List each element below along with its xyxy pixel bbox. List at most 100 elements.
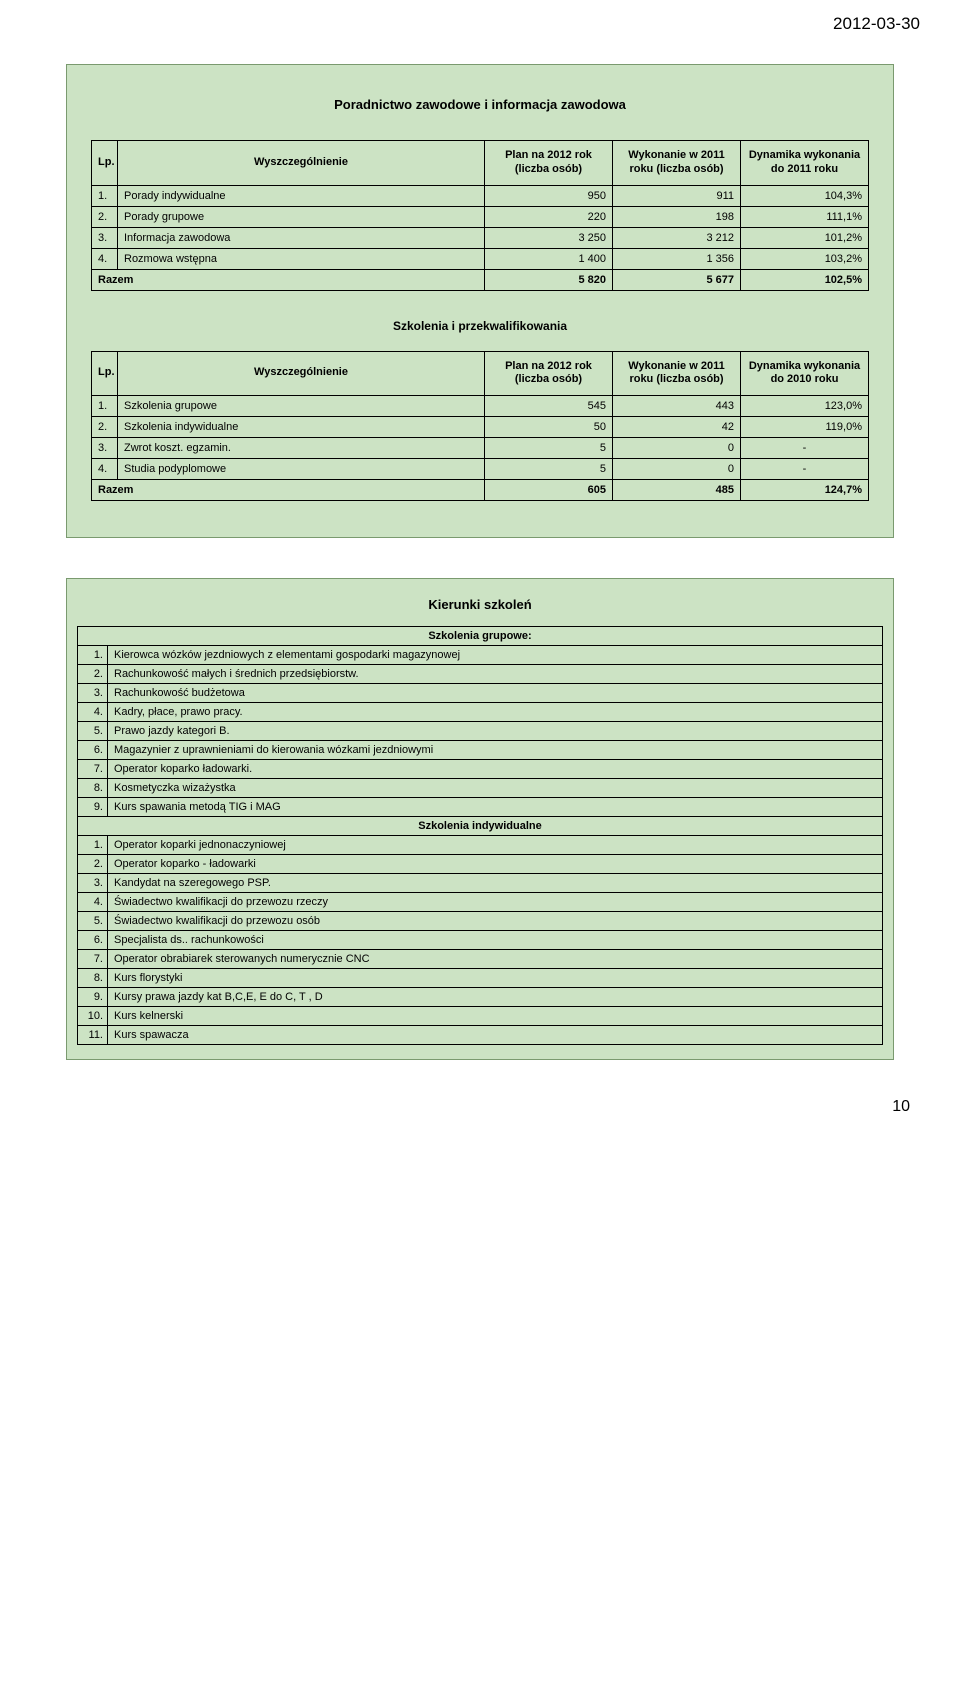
- list-item: 2.Operator koparko - ładowarki: [78, 855, 883, 874]
- th-exec: Wykonanie w 2011 roku (liczba osób): [613, 351, 741, 396]
- list-item: 8.Kurs florystyki: [78, 969, 883, 988]
- cell-name: Rozmowa wstępna: [118, 248, 485, 269]
- table-header-row: Lp. Wyszczególnienie Plan na 2012 rok (l…: [92, 141, 869, 186]
- table-header-row: Lp. Wyszczególnienie Plan na 2012 rok (l…: [92, 351, 869, 396]
- cell-exec: 911: [613, 185, 741, 206]
- list-item: 4.Kadry, płace, prawo pracy.: [78, 703, 883, 722]
- cell-plan: 5: [485, 438, 613, 459]
- list-lp: 5.: [78, 722, 108, 741]
- cell-name: Porady indywidualne: [118, 185, 485, 206]
- cell-lp: 1.: [92, 185, 118, 206]
- list-lp: 10.: [78, 1007, 108, 1026]
- table-row: 1.Porady indywidualne950911104,3%: [92, 185, 869, 206]
- list-name: Kurs florystyki: [108, 969, 883, 988]
- list-name: Kursy prawa jazdy kat B,C,E, E do C, T ,…: [108, 988, 883, 1007]
- list-item: 5.Prawo jazdy kategori B.: [78, 722, 883, 741]
- list-name: Rachunkowość małych i średnich przedsięb…: [108, 665, 883, 684]
- card1-title: Poradnictwo zawodowe i informacja zawodo…: [91, 97, 869, 112]
- group-header-row: Szkolenia indywidualne: [78, 817, 883, 836]
- list-lp: 9.: [78, 988, 108, 1007]
- list-item: 10.Kurs kelnerski: [78, 1007, 883, 1026]
- list-item: 9.Kurs spawania metodą TIG i MAG: [78, 798, 883, 817]
- cell-exec: 3 212: [613, 227, 741, 248]
- cell-lp: 1.: [92, 396, 118, 417]
- table-row: 4.Rozmowa wstępna1 4001 356103,2%: [92, 248, 869, 269]
- table-szkolenia: Lp. Wyszczególnienie Plan na 2012 rok (l…: [91, 351, 869, 502]
- table-total-row: Razem5 8205 677102,5%: [92, 269, 869, 290]
- cell-dyn: 103,2%: [741, 248, 869, 269]
- group2-title: Szkolenia indywidualne: [78, 817, 883, 836]
- cell-total-label: Razem: [92, 269, 485, 290]
- list-name: Operator koparko - ładowarki: [108, 855, 883, 874]
- list-name: Operator obrabiarek sterowanych numerycz…: [108, 950, 883, 969]
- list-lp: 1.: [78, 646, 108, 665]
- cell-exec: 0: [613, 459, 741, 480]
- cell-lp: 2.: [92, 417, 118, 438]
- list-lp: 3.: [78, 684, 108, 703]
- cell-plan: 1 400: [485, 248, 613, 269]
- table-row: 3.Zwrot koszt. egzamin.50-: [92, 438, 869, 459]
- cell-exec: 42: [613, 417, 741, 438]
- list-lp: 3.: [78, 874, 108, 893]
- card-kierunki: Kierunki szkoleń Szkolenia grupowe:1.Kie…: [66, 578, 894, 1060]
- page-number: 10: [30, 1080, 930, 1116]
- cell-dyn: 119,0%: [741, 417, 869, 438]
- cell-plan: 50: [485, 417, 613, 438]
- th-dyn: Dynamika wykonania do 2011 roku: [741, 141, 869, 186]
- list-lp: 6.: [78, 931, 108, 950]
- th-plan: Plan na 2012 rok (liczba osób): [485, 141, 613, 186]
- list-item: 5.Świadectwo kwalifikacji do przewozu os…: [78, 912, 883, 931]
- cell-dyn: 111,1%: [741, 206, 869, 227]
- list-item: 6.Magazynier z uprawnieniami do kierowan…: [78, 741, 883, 760]
- cell-dyn: 101,2%: [741, 227, 869, 248]
- cell-name: Informacja zawodowa: [118, 227, 485, 248]
- list-item: 3.Kandydat na szeregowego PSP.: [78, 874, 883, 893]
- list-name: Świadectwo kwalifikacji do przewozu rzec…: [108, 893, 883, 912]
- list-name: Rachunkowość budżetowa: [108, 684, 883, 703]
- table-poradnictwo: Lp. Wyszczególnienie Plan na 2012 rok (l…: [91, 140, 869, 291]
- cell-lp: 3.: [92, 227, 118, 248]
- th-exec: Wykonanie w 2011 roku (liczba osób): [613, 141, 741, 186]
- list-table: Szkolenia grupowe:1.Kierowca wózków jezd…: [77, 626, 883, 1045]
- list-lp: 4.: [78, 893, 108, 912]
- list-item: 1.Kierowca wózków jezdniowych z elementa…: [78, 646, 883, 665]
- table-row: 3.Informacja zawodowa3 2503 212101,2%: [92, 227, 869, 248]
- cell-name: Szkolenia indywidualne: [118, 417, 485, 438]
- list-name: Prawo jazdy kategori B.: [108, 722, 883, 741]
- cell-exec: 0: [613, 438, 741, 459]
- list-item: 6.Specjalista ds.. rachunkowości: [78, 931, 883, 950]
- th-plan: Plan na 2012 rok (liczba osób): [485, 351, 613, 396]
- table-row: 4.Studia podyplomowe50-: [92, 459, 869, 480]
- cell-plan: 5: [485, 459, 613, 480]
- cell-plan: 3 250: [485, 227, 613, 248]
- list-lp: 4.: [78, 703, 108, 722]
- list-item: 9.Kursy prawa jazdy kat B,C,E, E do C, T…: [78, 988, 883, 1007]
- list-lp: 2.: [78, 855, 108, 874]
- card-poradnictwo: Poradnictwo zawodowe i informacja zawodo…: [66, 64, 894, 538]
- cell-lp: 2.: [92, 206, 118, 227]
- list-name: Kandydat na szeregowego PSP.: [108, 874, 883, 893]
- list-item: 1.Operator koparki jednonaczyniowej: [78, 836, 883, 855]
- list-lp: 6.: [78, 741, 108, 760]
- th-name: Wyszczególnienie: [118, 351, 485, 396]
- cell-total-dyn: 124,7%: [741, 480, 869, 501]
- cell-total-dyn: 102,5%: [741, 269, 869, 290]
- list-item: 3.Rachunkowość budżetowa: [78, 684, 883, 703]
- cell-name: Studia podyplomowe: [118, 459, 485, 480]
- cell-plan: 220: [485, 206, 613, 227]
- table-row: 1.Szkolenia grupowe545443123,0%: [92, 396, 869, 417]
- group1-title: Szkolenia grupowe:: [78, 627, 883, 646]
- th-lp: Lp.: [92, 351, 118, 396]
- list-lp: 2.: [78, 665, 108, 684]
- group-header-row: Szkolenia grupowe:: [78, 627, 883, 646]
- cell-dyn: -: [741, 438, 869, 459]
- list-lp: 8.: [78, 779, 108, 798]
- cell-plan: 545: [485, 396, 613, 417]
- cell-name: Porady grupowe: [118, 206, 485, 227]
- list-item: 4.Świadectwo kwalifikacji do przewozu rz…: [78, 893, 883, 912]
- list-lp: 11.: [78, 1026, 108, 1045]
- table-row: 2.Szkolenia indywidualne5042119,0%: [92, 417, 869, 438]
- cell-lp: 3.: [92, 438, 118, 459]
- page: 2012-03-30 Poradnictwo zawodowe i inform…: [0, 0, 960, 1156]
- cell-total-plan: 605: [485, 480, 613, 501]
